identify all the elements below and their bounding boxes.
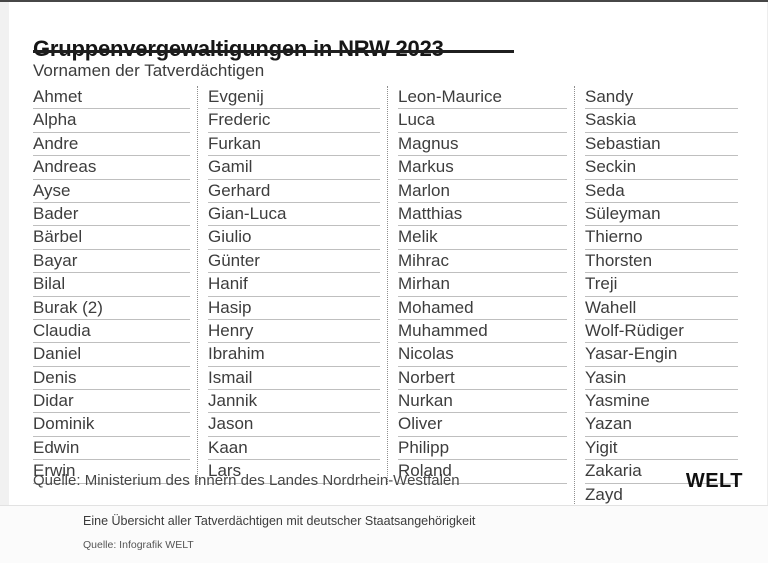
name-cell: Markus [398,156,567,180]
name-cell: Süleyman [585,203,738,227]
name-column-4: Sandy Saskia Sebastian Seckin Seda Süleyman Th… [574,86,745,507]
name-cell: Claudia [33,320,190,344]
name-cell: Gamil [208,156,380,180]
name-cell: Edwin [33,437,190,461]
name-cell: Sebastian [585,133,738,157]
name-cell: Giulio [208,226,380,250]
name-cell: Andre [33,133,190,157]
title-underline [33,50,514,53]
name-cell: Erwin [33,460,190,484]
name-cell: Frederic [208,109,380,133]
name-cell: Yazan [585,413,738,437]
name-cell: Yasar-Engin [585,343,738,367]
name-cell: Nicolas [398,343,567,367]
page-title: Gruppenvergewaltigungen in NRW 2023 [33,35,444,61]
name-cell: Mirhan [398,273,567,297]
name-cell: Bayar [33,250,190,274]
name-cell: Evgenij [208,86,380,110]
name-cell: Magnus [398,133,567,157]
name-cell: Günter [208,250,380,274]
name-cell: Saskia [585,109,738,133]
name-cell: Mihrac [398,250,567,274]
name-column-2: Evgenij Frederic Furkan Gamil Gerhard Gian-Lu… [197,86,387,484]
name-cell: Burak (2) [33,297,190,320]
name-cell: Hanif [208,273,380,297]
name-cell: Bärbel [33,226,190,250]
name-cell: Bader [33,203,190,227]
caption-source: Quelle: Infografik WELT [83,539,194,551]
name-cell: Thierno [585,226,738,250]
name-cell: Gerhard [208,180,380,203]
name-cell: Seda [585,180,738,203]
name-cell: Kaan [208,437,380,461]
name-cell: Philipp [398,437,567,461]
name-cell: Andreas [33,156,190,180]
name-cell: Luca [398,109,567,133]
name-cell: Mohamed [398,297,567,320]
name-column-1: Ahmet Alpha Andre Andreas Ayse Bader Bärbel Bay… [33,86,197,484]
caption-text: Eine Übersicht aller Tatverdächtigen mit… [83,514,476,528]
name-cell: Nurkan [398,390,567,414]
name-cell: Sandy [585,86,738,110]
name-cell: Seckin [585,156,738,180]
name-cell: Wahell [585,297,738,320]
name-cell: Zayd [585,484,623,504]
name-cell: Denis [33,367,190,391]
name-cell: Norbert [398,367,567,391]
name-cell: Roland [398,460,567,484]
name-cell: Yasmine [585,390,738,414]
left-edge-margin [0,2,9,505]
name-cell: Wolf-Rüdiger [585,320,738,344]
name-cell: Oliver [398,413,567,437]
name-cell: Thorsten [585,250,738,274]
top-rule [0,0,768,2]
name-cell: Ibrahim [208,343,380,367]
source-text: Quelle: Ministerium des Innern des Lande… [33,472,460,489]
name-cell: Lars [208,460,380,484]
name-cell: Leon-Maurice [398,86,567,110]
name-cell: Jason [208,413,380,437]
name-cell: Ahmet [33,86,190,110]
name-cell: Muhammed [398,320,567,344]
caption-divider [0,505,768,506]
name-cell: Jannik [208,390,380,414]
name-cell: Daniel [33,343,190,367]
name-cell: Gian-Luca [208,203,380,227]
name-cell: Ayse [33,180,190,203]
name-cell: Treji [585,273,738,297]
name-cell: Marlon [398,180,567,203]
name-cell: Dominik [33,413,190,437]
welt-logo: WELT [685,470,743,492]
name-cell: Henry [208,320,380,344]
name-cell: Zakaria [585,460,738,484]
name-cell: Alpha [33,109,190,133]
name-cell: Furkan [208,133,380,157]
page-subtitle: Vornamen der Tatverdächtigen [33,61,265,80]
name-cell: Ismail [208,367,380,391]
name-cell: Yigit [585,437,738,461]
name-cell: Melik [398,226,567,250]
caption-strip: Eine Übersicht aller Tatverdächtigen mit… [0,506,768,563]
name-cell: Yasin [585,367,738,391]
name-cell: Matthias [398,203,567,227]
name-column-3: Leon-Maurice Luca Magnus Markus Marlon Matthi… [387,86,574,484]
name-cell: Didar [33,390,190,414]
names-table: Ahmet Alpha Andre Andreas Ayse Bader Bärbel Bay… [33,86,745,507]
name-cell: Hasip [208,297,380,320]
name-cell: Bilal [33,273,190,297]
